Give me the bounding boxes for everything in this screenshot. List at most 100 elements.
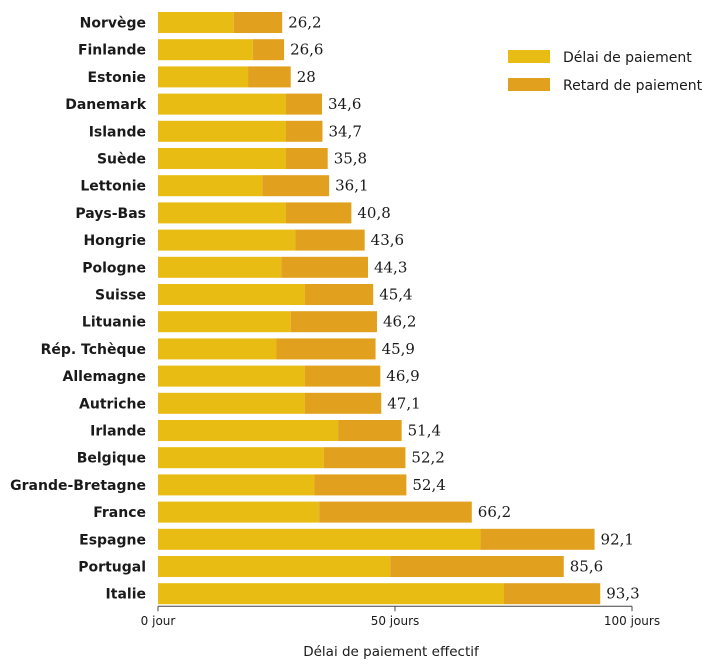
category-label: Irlande: [90, 424, 146, 440]
category-label: France: [93, 505, 146, 521]
data-label: 52,4: [412, 476, 445, 494]
data-label: 43,6: [371, 231, 404, 249]
category-label: Portugal: [78, 560, 146, 576]
bar-delai-3: [158, 93, 286, 115]
bar-retard-10: [304, 284, 374, 305]
x-tick-label: 0 jour: [141, 614, 176, 628]
category-label: Grande-Bretagne: [10, 478, 146, 494]
bar-retard-0: [233, 12, 283, 33]
bar-retard-15: [338, 420, 402, 441]
bar-delai-2: [158, 66, 249, 88]
bar-retard-21: [504, 583, 601, 605]
data-label: 52,2: [411, 449, 444, 467]
bar-delai-10: [158, 284, 305, 305]
x-tick-label: 100 jours: [604, 614, 660, 628]
data-label: 46,9: [386, 367, 419, 385]
bar-retard-2: [248, 66, 291, 88]
category-label: Lituanie: [82, 315, 146, 331]
bar-delai-5: [158, 148, 286, 169]
data-label: 44,3: [374, 258, 407, 276]
bar-retard-16: [323, 447, 406, 469]
data-label: 26,2: [288, 14, 321, 32]
data-label: 85,6: [570, 558, 603, 576]
data-labels: 26,2 26,6 28 34,6 34,7 35,8 36,1 40,8 43,6 44,3 45…: [288, 14, 639, 603]
bar-retard-5: [285, 148, 328, 169]
bar-delai-9: [158, 256, 282, 278]
data-label: 92,1: [601, 530, 634, 548]
category-label: Pologne: [82, 260, 146, 276]
legend-swatch-delai: [508, 50, 550, 63]
x-axis-ticks: 0 jour 50 jours 100 jours: [141, 606, 660, 628]
bar-retard-19: [480, 528, 595, 550]
bar-retard-7: [285, 202, 352, 224]
bar-retard-14: [304, 392, 382, 414]
bar-delai-18: [158, 501, 320, 523]
category-label: Norvège: [80, 16, 146, 32]
data-label: 36,1: [335, 177, 368, 195]
bar-delai-4: [158, 120, 286, 142]
category-labels: Norvège Finlande Estonie Danemark Islande Suè…: [10, 16, 147, 603]
data-label: 66,2: [478, 503, 511, 521]
category-label: Autriche: [79, 396, 146, 412]
bar-retard-20: [390, 556, 564, 577]
category-label: Suède: [97, 152, 146, 168]
data-label: 35,8: [334, 150, 367, 168]
bar-delai-20: [158, 556, 391, 577]
bar-delai-12: [158, 338, 277, 360]
legend-swatch-retard: [508, 78, 550, 91]
data-label: 93,3: [606, 585, 639, 603]
bar-retard-9: [281, 256, 368, 278]
bar-retard-4: [285, 120, 323, 142]
legend-label-retard: Retard de paiement: [563, 78, 703, 94]
x-tick-label: 50 jours: [371, 614, 420, 628]
category-label: Pays-Bas: [75, 206, 146, 222]
bar-retard-8: [295, 229, 365, 251]
data-label: 34,6: [328, 95, 361, 113]
category-label: Finlande: [78, 43, 146, 59]
bar-retard-3: [285, 93, 323, 115]
bar-delai-7: [158, 202, 286, 224]
category-label: Allemagne: [63, 369, 146, 385]
bar-delai-8: [158, 229, 296, 251]
bar-delai-1: [158, 39, 253, 61]
data-label: 34,7: [328, 122, 361, 140]
x-axis-label: Délai de paiement effectif: [303, 644, 480, 660]
bar-retard-11: [290, 311, 377, 333]
category-label: Lettonie: [80, 179, 146, 195]
legend-label-delai: Délai de paiement: [563, 50, 692, 66]
data-label: 51,4: [408, 422, 441, 440]
bar-delai-0: [158, 12, 234, 33]
category-label: Rép. Tchèque: [41, 342, 146, 358]
bar-delai-15: [158, 420, 339, 441]
bar-retard-18: [319, 501, 472, 523]
data-label: 26,6: [290, 41, 323, 59]
bar-delai-21: [158, 583, 505, 605]
category-label: Italie: [106, 587, 146, 603]
category-label: Islande: [89, 124, 146, 140]
bar-retard-6: [262, 175, 330, 197]
data-label: 47,1: [387, 394, 420, 412]
bar-delai-6: [158, 175, 263, 197]
data-label: 45,4: [379, 286, 412, 304]
data-label: 46,2: [383, 313, 416, 331]
category-label: Danemark: [65, 97, 146, 113]
bar-retard-1: [252, 39, 285, 61]
category-label: Suisse: [95, 288, 146, 304]
data-label: 40,8: [357, 204, 390, 222]
bars-layer: [158, 12, 601, 605]
bar-delai-14: [158, 392, 305, 414]
bar-retard-12: [276, 338, 376, 360]
category-label: Belgique: [77, 451, 146, 467]
data-label: 28: [297, 68, 316, 86]
bar-retard-13: [304, 365, 381, 387]
legend: Délai de paiement Retard de paiement: [508, 50, 703, 94]
bar-delai-19: [158, 528, 481, 550]
bar-delai-13: [158, 365, 305, 387]
category-label: Hongrie: [83, 233, 146, 249]
category-label: Estonie: [88, 70, 146, 86]
bar-retard-17: [314, 474, 407, 496]
category-label: Espagne: [79, 532, 146, 548]
bar-delai-16: [158, 447, 324, 469]
data-label: 45,9: [382, 340, 415, 358]
